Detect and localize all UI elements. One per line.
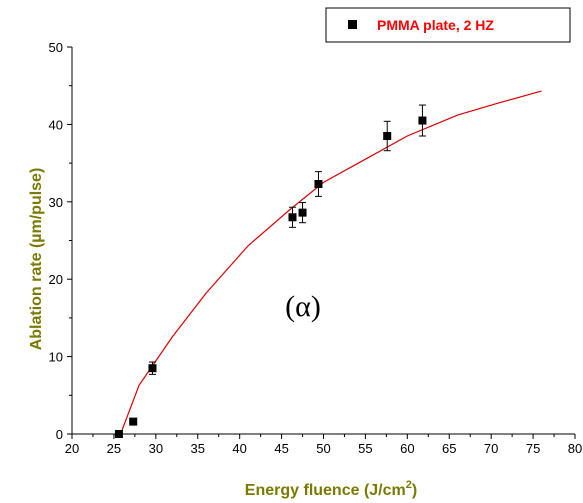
annotation-label: (α) [285,290,321,323]
x-axis-title-superscript: 2 [406,479,412,491]
x-axis-ticks: 20 25 30 35 40 45 50 55 60 65 70 75 80 [65,434,582,456]
data-point [298,208,307,217]
y-tick-label: 30 [49,195,63,210]
y-tick-label: 10 [49,350,63,365]
x-tick-label: 60 [400,441,414,456]
x-axis-title-suffix: ) [412,482,417,499]
y-axis-title: Ablation rate (µm/pulse) [28,168,45,351]
x-tick-label: 50 [316,441,330,456]
y-axis-ticks: 0 10 20 30 40 50 [49,40,72,442]
legend-label: PMMA plate, 2 HZ [377,17,494,33]
data-point [288,213,297,222]
x-tick-label: 55 [358,441,372,456]
x-tick-label: 75 [526,441,540,456]
data-point [114,430,123,438]
data-point [418,116,427,125]
x-tick-label: 35 [191,441,205,456]
y-tick-label: 40 [49,117,63,132]
axes [71,47,575,435]
x-tick-label: 20 [65,441,79,456]
data-point [129,417,138,426]
data-points [114,104,427,438]
x-tick-label: 80 [568,441,582,456]
fit-curve [120,90,542,435]
x-tick-label: 70 [484,441,498,456]
data-point [148,364,157,373]
x-tick-label: 30 [149,441,163,456]
y-tick-label: 0 [56,427,63,442]
x-tick-label: 40 [232,441,246,456]
x-tick-label: 45 [274,441,288,456]
x-axis-title: Energy fluence (J/cm2) [245,479,417,499]
data-point [314,179,323,188]
data-point [383,132,392,141]
legend-marker [348,20,357,29]
x-tick-label: 65 [442,441,456,456]
legend: PMMA plate, 2 HZ [325,7,571,43]
y-tick-label: 50 [49,40,63,55]
x-tick-label: 25 [107,441,121,456]
fit-curve-group [120,90,542,435]
legend-box [325,7,571,43]
y-tick-label: 20 [49,272,63,287]
